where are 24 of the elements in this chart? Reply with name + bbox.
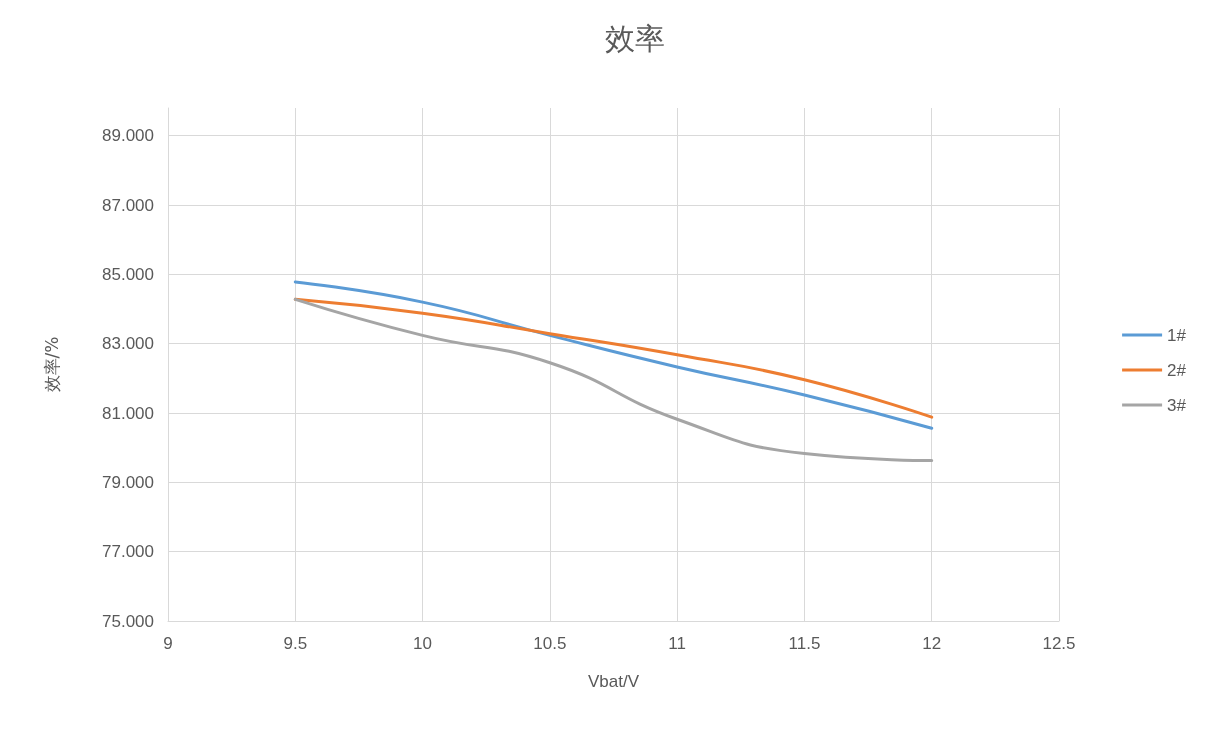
x-tick-label: 12 bbox=[922, 634, 942, 653]
y-tick-label: 79.000 bbox=[102, 472, 154, 492]
x-tick-label: 9 bbox=[163, 634, 173, 653]
y-tick-label: 85.000 bbox=[102, 264, 154, 284]
legend-label: 3# bbox=[1167, 395, 1187, 415]
legend-label: 1# bbox=[1167, 325, 1187, 345]
x-tick-label: 10.5 bbox=[533, 634, 567, 653]
y-tick-label: 83.000 bbox=[102, 334, 154, 354]
x-tick-label: 11 bbox=[668, 634, 686, 653]
x-tick-label: 11.5 bbox=[788, 634, 821, 653]
x-tick-label: 9.5 bbox=[283, 634, 308, 653]
line-series bbox=[293, 297, 934, 463]
y-tick-label: 89.000 bbox=[102, 126, 154, 146]
legend-label: 2# bbox=[1167, 360, 1187, 380]
y-tick-label: 81.000 bbox=[102, 403, 154, 423]
x-tick-label: 10 bbox=[413, 634, 433, 653]
y-tick-label: 75.000 bbox=[102, 611, 154, 631]
line-series bbox=[293, 280, 934, 430]
y-tick-label: 87.000 bbox=[102, 195, 154, 215]
chart-title: 效率 bbox=[605, 20, 665, 56]
y-tick-label: 77.000 bbox=[102, 542, 154, 562]
y-axis-title: 效率/% bbox=[41, 336, 62, 393]
x-tick-label: 12.5 bbox=[1042, 634, 1076, 653]
x-axis-title: Vbat/V bbox=[587, 672, 640, 691]
